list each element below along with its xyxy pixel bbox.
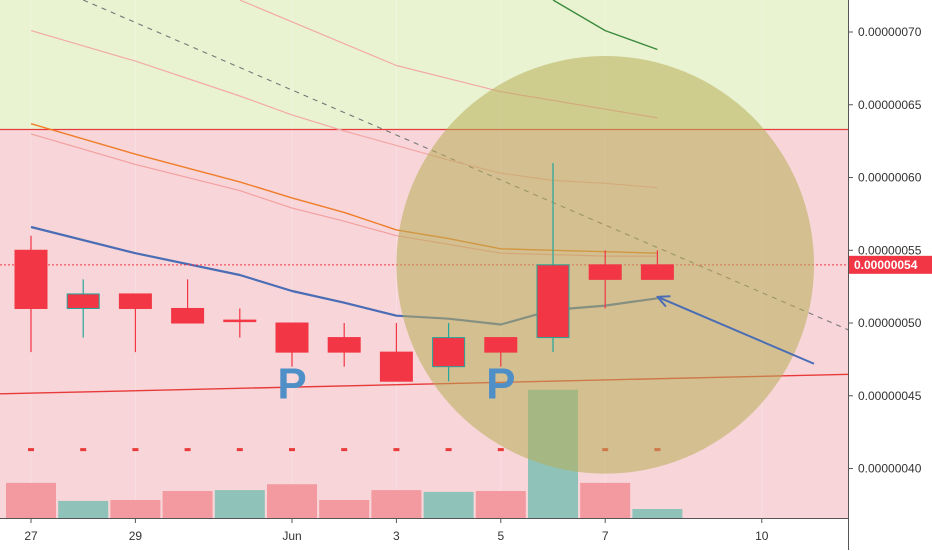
volume-bar [267, 484, 317, 518]
marker-dash [393, 448, 400, 452]
volume-bar [162, 491, 213, 518]
x-tick-label: Jun [282, 529, 301, 543]
marker-dash [28, 448, 34, 452]
volume-bar [423, 491, 474, 518]
candle-body [432, 337, 466, 368]
candles-layer [14, 162, 674, 382]
volume-bar [6, 482, 56, 518]
volume-bar [475, 491, 526, 518]
marker-dash [184, 448, 191, 452]
candle-body [171, 307, 205, 324]
last-price-badge [849, 255, 932, 274]
y-tick-label: 0.00000070 [858, 25, 922, 39]
y-tick-label: 0.00000055 [858, 243, 922, 257]
marker-dash [445, 448, 452, 452]
candle-body [484, 337, 518, 353]
volume-bar [580, 482, 631, 518]
x-tick-label: 5 [497, 529, 504, 543]
volume-bar [214, 490, 265, 518]
candle-body [14, 249, 48, 309]
x-tick-label: 27 [24, 529, 38, 543]
y-axis-background [848, 0, 932, 550]
x-tick-label: 29 [129, 529, 143, 543]
y-tick-label: 0.00000045 [858, 389, 922, 403]
y-tick-label: 0.00000040 [858, 462, 922, 476]
p-label: P [486, 360, 515, 409]
marker-dash [341, 448, 348, 452]
volume-bar [319, 500, 370, 518]
marker-dash [289, 448, 295, 452]
arrow-head [656, 295, 671, 308]
candle-body [223, 319, 257, 323]
marker-dash [236, 448, 243, 452]
marker-dash [80, 448, 87, 452]
volume-layer [6, 389, 683, 518]
x-tick-label: 3 [393, 529, 400, 543]
candle-body [588, 264, 622, 280]
y-tick-label: 0.00000050 [858, 316, 922, 330]
moving-average-line [552, 0, 658, 51]
x-tick-label: 7 [602, 529, 609, 543]
y-tick-label: 0.00000060 [858, 171, 922, 185]
volume-bar [632, 509, 683, 518]
arrow-line [657, 295, 815, 365]
candle-body [118, 293, 152, 309]
y-tick-label: 0.00000065 [858, 98, 922, 112]
candle-body [66, 293, 100, 309]
p-label: P [277, 360, 306, 409]
candle-body [536, 264, 570, 339]
volume-bar [58, 500, 109, 518]
volume-bar [110, 500, 161, 518]
volume-bar [371, 490, 422, 518]
x-tick-label: 10 [755, 529, 769, 543]
marker-dash [132, 448, 139, 452]
candle-body [275, 322, 309, 353]
marker-dash [497, 448, 504, 452]
last-price-label: 0.00000054 [854, 258, 918, 272]
candle-body [327, 337, 361, 353]
x-axis-background [0, 518, 932, 550]
candle-body [640, 264, 674, 280]
candle-body [379, 351, 413, 382]
